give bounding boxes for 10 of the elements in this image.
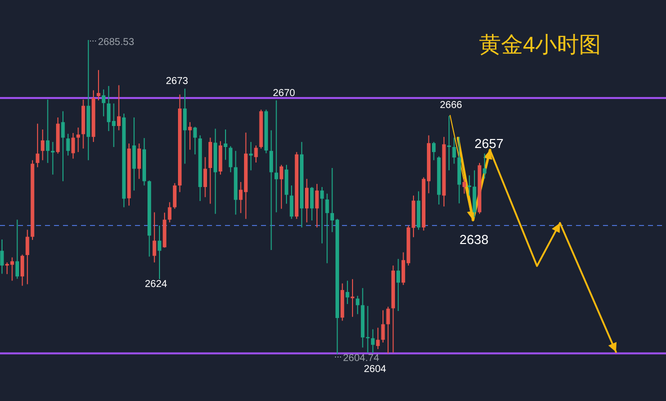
annotation: 2604.74 — [343, 353, 380, 364]
annotation: 2624 — [144, 279, 168, 290]
annotation: 2685.53 — [98, 37, 135, 48]
annotation: 2666 — [440, 100, 463, 111]
annotation: 2657 — [474, 136, 504, 151]
title: 黄金4小时图 — [478, 32, 602, 57]
annotation: 2670 — [272, 88, 296, 99]
text: 2604 — [364, 364, 387, 375]
annotation: 2673 — [166, 76, 189, 87]
annotation: 2638 — [460, 232, 488, 247]
